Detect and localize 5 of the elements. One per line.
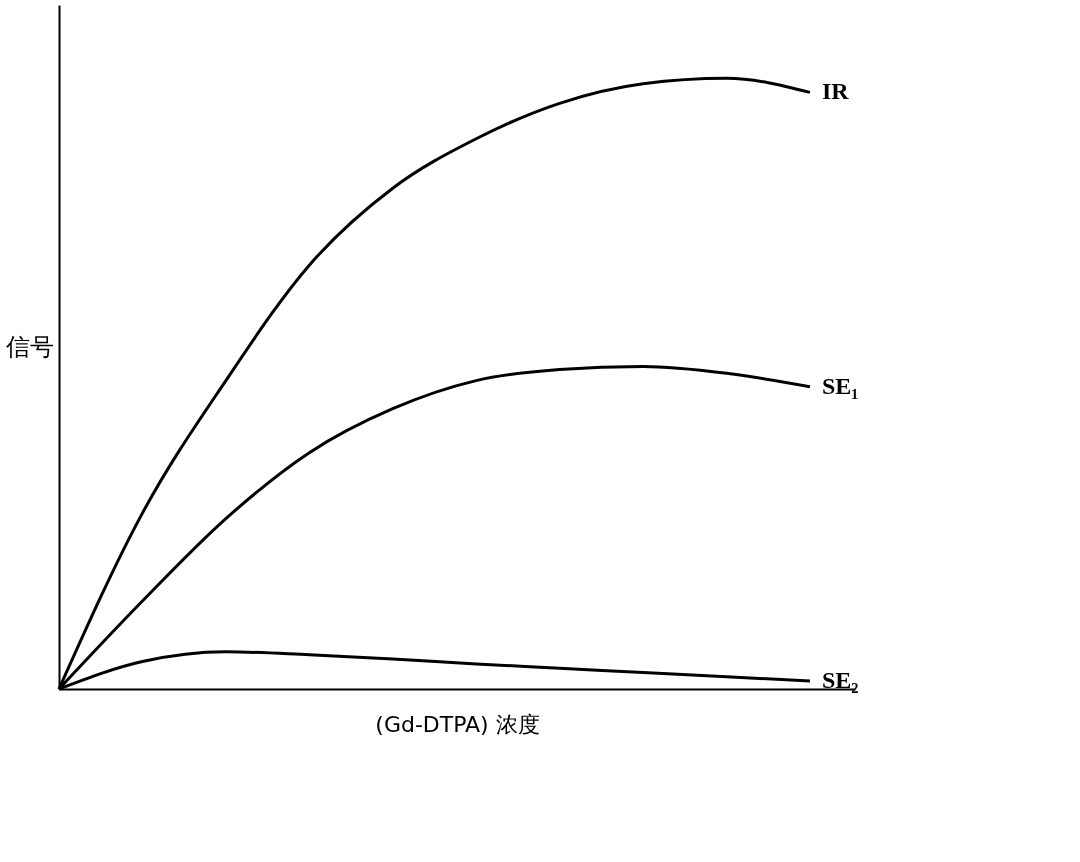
series-label: SE₂ [821, 667, 859, 694]
y-axis-title: 信号 [5, 332, 54, 361]
series-label: IR [821, 78, 850, 105]
x-axis-title: (Gd-DTPA) 浓度 [375, 711, 540, 737]
series-label: SE₁ [821, 372, 859, 399]
